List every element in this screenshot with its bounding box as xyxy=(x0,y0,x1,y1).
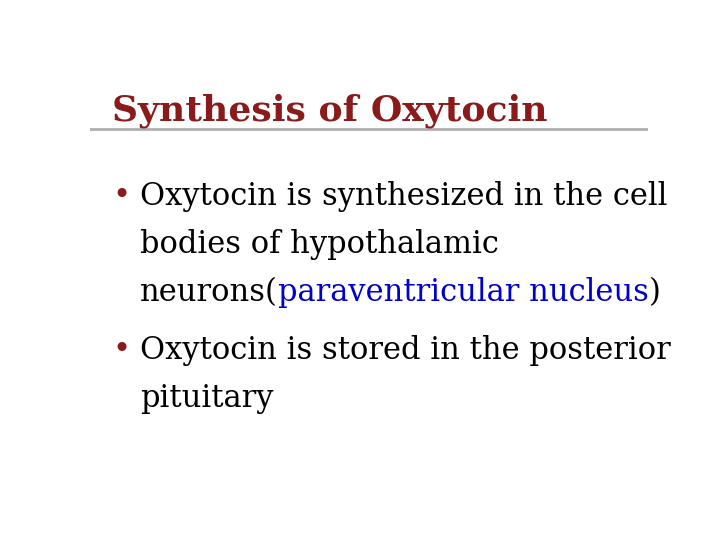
Text: paraventricular nucleus: paraventricular nucleus xyxy=(278,277,649,308)
Text: Synthesis of Oxytocin: Synthesis of Oxytocin xyxy=(112,94,548,129)
Text: bodies of hypothalamic: bodies of hypothalamic xyxy=(140,229,499,260)
Text: •: • xyxy=(112,181,130,212)
Text: Oxytocin is synthesized in the cell: Oxytocin is synthesized in the cell xyxy=(140,181,667,212)
Text: •: • xyxy=(112,335,130,366)
Text: Oxytocin is stored in the posterior: Oxytocin is stored in the posterior xyxy=(140,335,671,366)
Text: pituitary: pituitary xyxy=(140,383,274,414)
Text: ): ) xyxy=(649,277,661,308)
Text: neurons(: neurons( xyxy=(140,277,278,308)
